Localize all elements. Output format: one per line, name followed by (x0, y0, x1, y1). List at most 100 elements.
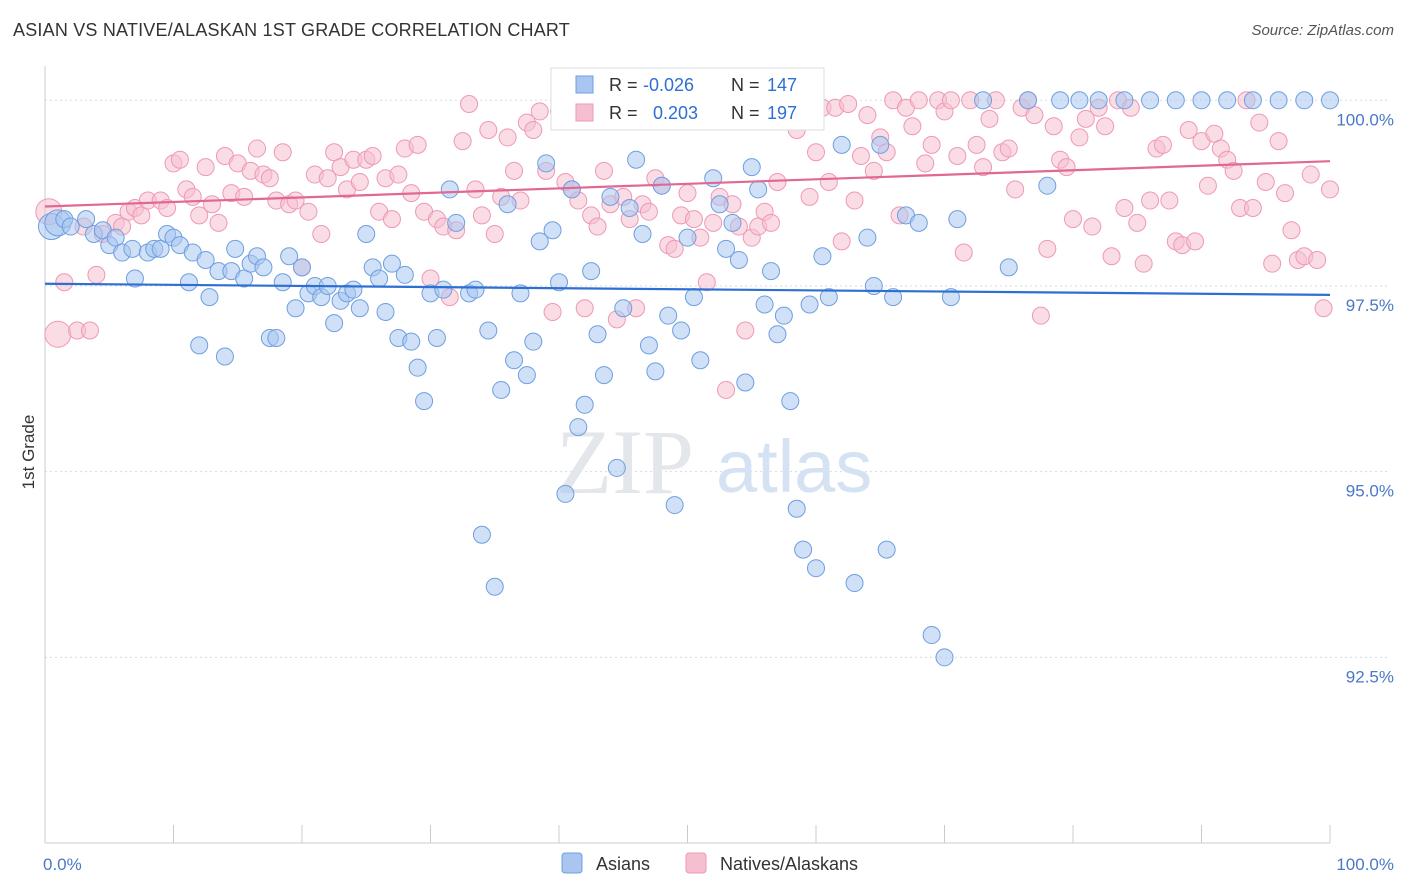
asian-point (123, 239, 142, 258)
legend-top: R = -0.026 N = 147 R = 0.203 N = 197 (550, 67, 825, 131)
native-point (800, 187, 819, 206)
native-point (974, 158, 993, 177)
asian-point (710, 195, 729, 214)
asian-point (498, 195, 517, 214)
asian-point (395, 265, 414, 284)
legend-top-box (550, 67, 825, 131)
native-point (389, 165, 408, 184)
native-point (980, 109, 999, 128)
native-point (864, 161, 883, 180)
native-point (286, 191, 305, 210)
asian-trend-line (44, 282, 1331, 296)
native-point (44, 320, 72, 348)
asian-point (877, 540, 896, 559)
chart-title: ASIAN VS NATIVE/ALASKAN 1ST GRADE CORREL… (13, 20, 571, 40)
asian-point (762, 262, 781, 281)
asian-point (781, 392, 800, 411)
asian-point (1192, 91, 1211, 110)
trend-lines (44, 160, 1331, 296)
native-point (80, 321, 99, 340)
native-point (1096, 117, 1115, 136)
grid-lines (45, 99, 1390, 658)
asian-point (1269, 91, 1288, 110)
native-point (350, 172, 369, 191)
asian-points (37, 91, 1339, 667)
native-point (1179, 120, 1198, 139)
native-point (1038, 239, 1057, 258)
asian-point (357, 224, 376, 243)
asian-point (196, 250, 215, 269)
watermark: ZIP atlas (556, 411, 872, 513)
native-point (839, 94, 858, 113)
asian-point (723, 213, 742, 232)
y-axis-label: 1st Grade (19, 415, 38, 490)
asian-point (999, 258, 1018, 277)
asian-point (884, 288, 903, 307)
asian-point (280, 247, 299, 266)
native-point (203, 195, 222, 214)
asian-point (273, 273, 292, 292)
native-point (762, 213, 781, 232)
native-point (768, 172, 787, 191)
native-point (1269, 132, 1288, 151)
native-point (909, 91, 928, 110)
asian-point (1243, 91, 1262, 110)
asian-point (370, 269, 389, 288)
asian-point (254, 258, 273, 277)
native-point (196, 158, 215, 177)
native-point (524, 120, 543, 139)
asian-point (787, 499, 806, 518)
native-point (1076, 109, 1095, 128)
asian-point (678, 228, 697, 247)
asian-point (226, 239, 245, 258)
legend-bottom-asian-label: Asians (596, 854, 650, 874)
native-point (1198, 176, 1217, 195)
asian-point (511, 284, 530, 303)
native-point (999, 139, 1018, 158)
asian-point (408, 358, 427, 377)
native-point (382, 210, 401, 229)
native-point (1083, 217, 1102, 236)
asian-point (941, 288, 960, 307)
legend-asian-swatch (575, 75, 594, 94)
native-point (485, 224, 504, 243)
asian-point (350, 299, 369, 318)
asian-point (179, 273, 198, 292)
legend-native-swatch (575, 103, 594, 122)
native-point (530, 102, 549, 121)
native-point (1308, 250, 1327, 269)
watermark-atlas: atlas (716, 425, 872, 508)
asian-point (614, 299, 633, 318)
asian-point (434, 280, 453, 299)
asian-point (325, 314, 344, 333)
asian-point (1089, 91, 1108, 110)
asian-point (813, 247, 832, 266)
x-tick-label-max: 100.0% (1336, 855, 1394, 874)
native-point (588, 217, 607, 236)
asian-point (819, 288, 838, 307)
native-point (1057, 158, 1076, 177)
asian-point (492, 380, 511, 399)
asian-point (871, 135, 890, 154)
asian-point (1070, 91, 1089, 110)
asian-point (293, 258, 311, 277)
asian-point (646, 362, 665, 381)
y-tick-label: 92.5% (1346, 667, 1394, 686)
native-point (472, 206, 491, 225)
native-point (922, 135, 941, 154)
native-point (466, 180, 485, 199)
native-point (858, 106, 877, 125)
native-point (1263, 254, 1282, 273)
native-point (736, 321, 755, 340)
asian-point (402, 332, 421, 351)
native-point (55, 273, 74, 292)
asian-point (1295, 91, 1314, 110)
native-point (1006, 180, 1025, 199)
asian-point (344, 280, 363, 299)
native-point (948, 146, 967, 165)
asian-point (200, 288, 219, 307)
y-tick-labels: 100.0% 97.5% 95.0% 92.5% (1336, 110, 1394, 686)
asian-point (472, 525, 491, 544)
native-point (132, 206, 151, 225)
